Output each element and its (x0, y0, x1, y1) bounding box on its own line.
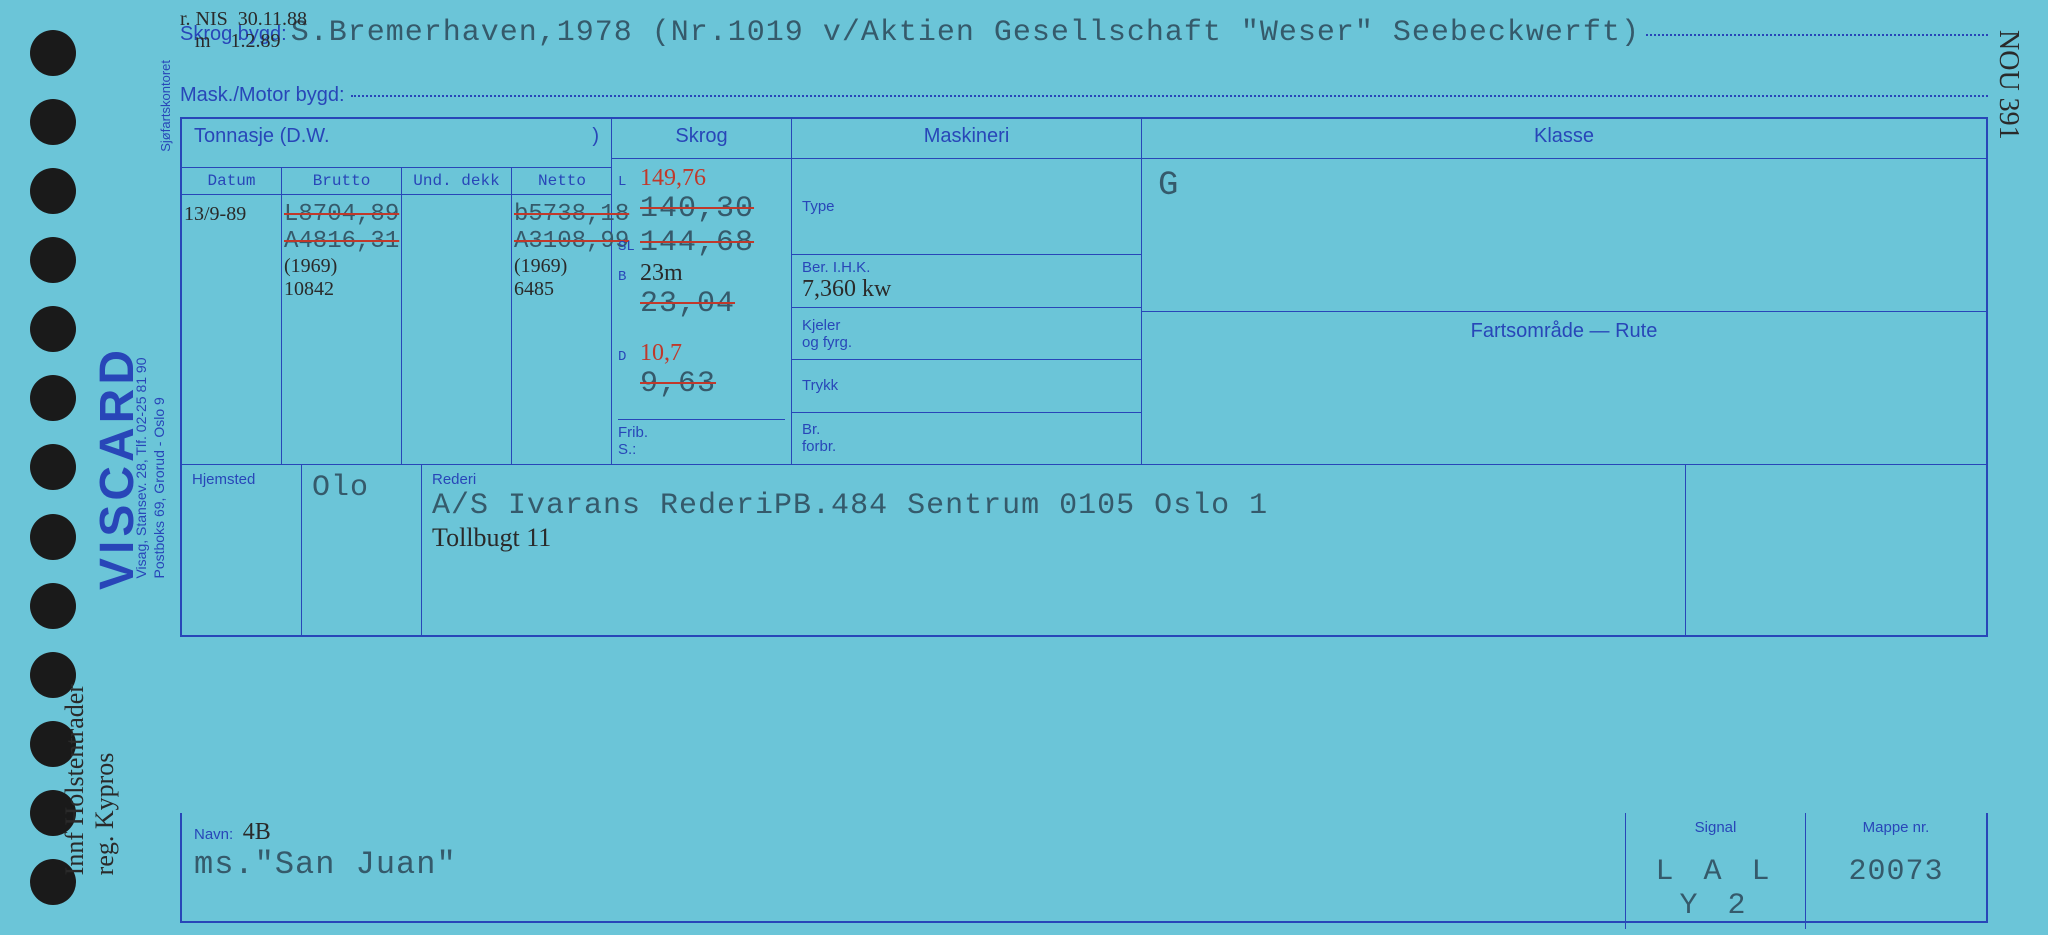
dim-SL: 144,68 (640, 226, 754, 260)
dim-B-hand: 23m (640, 260, 683, 287)
mappe-val: 20073 (1848, 855, 1943, 889)
form-main: r. NIS 30.11.88 m 1.2.89 Skrog bygd: S.B… (180, 12, 1988, 923)
signal-val: L A L Y 2 (1655, 855, 1775, 923)
side-office-label: Sjøfartskontoret (158, 60, 173, 152)
hjemsted-label: Hjemsted (192, 471, 255, 488)
th-maskineri: Maskineri (792, 119, 1142, 159)
bottom-bar: Navn: 4B ms."San Juan" Signal L A L Y 2 … (180, 813, 1988, 923)
type-label: Type (802, 198, 1131, 215)
th-unddekk: Und. dekk (402, 168, 512, 194)
ihk-val: 7,360 kw (802, 276, 1131, 303)
hand-note-left: Innf Holstentrader reg. Kypros (60, 684, 120, 875)
th-skrog: Skrog (612, 119, 792, 159)
hand-note-right: NOU 391 (1992, 30, 2024, 140)
netto-1: b5738,18 (514, 201, 610, 228)
dim-D-old: 9,63 (640, 367, 716, 401)
farts-label: Fartsområde — Rute (1471, 320, 1658, 342)
trykk-label: Trykk (802, 377, 1131, 394)
brutto-hand: (1969) 10842 (284, 255, 399, 301)
dim-D-hand: 10,7 (640, 340, 682, 367)
brutto-1: L8704,89 (284, 201, 399, 228)
rederi-label: Rederi (432, 471, 476, 488)
navn-hand: 4B (243, 819, 271, 845)
netto-2: A3108,99 (514, 228, 610, 255)
top-hand-dates: r. NIS 30.11.88 m 1.2.89 (180, 8, 307, 52)
rederi-hand: Tollbugt 11 (432, 523, 551, 552)
data-grid: Tonnasje (D.W.) Datum Brutto Und. dekk N… (180, 117, 1988, 637)
kjeler-label: Kjeler og fyrg. (802, 317, 1131, 351)
dim-L-hand: 149,76 (640, 165, 706, 192)
th-tonnasje: Tonnasje (D.W. (194, 125, 330, 161)
navn-label: Navn: (194, 826, 233, 843)
brand-address: Visag, Stansev. 28, Tlf. 02-25 81 90 Pos… (132, 357, 168, 578)
signal-label: Signal (1695, 819, 1737, 836)
frib-label: Frib. S.: (618, 419, 785, 458)
netto-hand: (1969) 6485 (514, 255, 610, 301)
index-card: VISCARD Visag, Stansev. 28, Tlf. 02-25 8… (0, 0, 2048, 935)
rederi-val: A/S Ivarans RederiPB.484 Sentrum 0105 Os… (432, 489, 1268, 523)
brutto-2: A4816,31 (284, 228, 399, 255)
ihk-label: Ber. I.H.K. (802, 259, 1131, 276)
navn-val: ms."San Juan" (194, 846, 457, 883)
hjemsted-val: Olo (312, 471, 369, 505)
skrog-bygd-value: S.Bremerhaven,1978 (Nr.1019 v/Aktien Ges… (291, 16, 1640, 50)
th-klasse: Klasse (1142, 119, 1986, 159)
klasse-val: G (1158, 167, 1179, 205)
dim-B-old: 23,04 (640, 287, 735, 321)
mask-bygd-label: Mask./Motor bygd: (180, 84, 345, 107)
mappe-label: Mappe nr. (1863, 819, 1930, 836)
th-netto: Netto (512, 168, 612, 194)
forbr-label: Br. forbr. (802, 421, 1131, 455)
dim-L-old: 140,30 (640, 192, 754, 226)
datum-hand: 13/9-89 (184, 203, 246, 225)
th-brutto: Brutto (282, 168, 402, 194)
th-datum: Datum (182, 168, 282, 194)
